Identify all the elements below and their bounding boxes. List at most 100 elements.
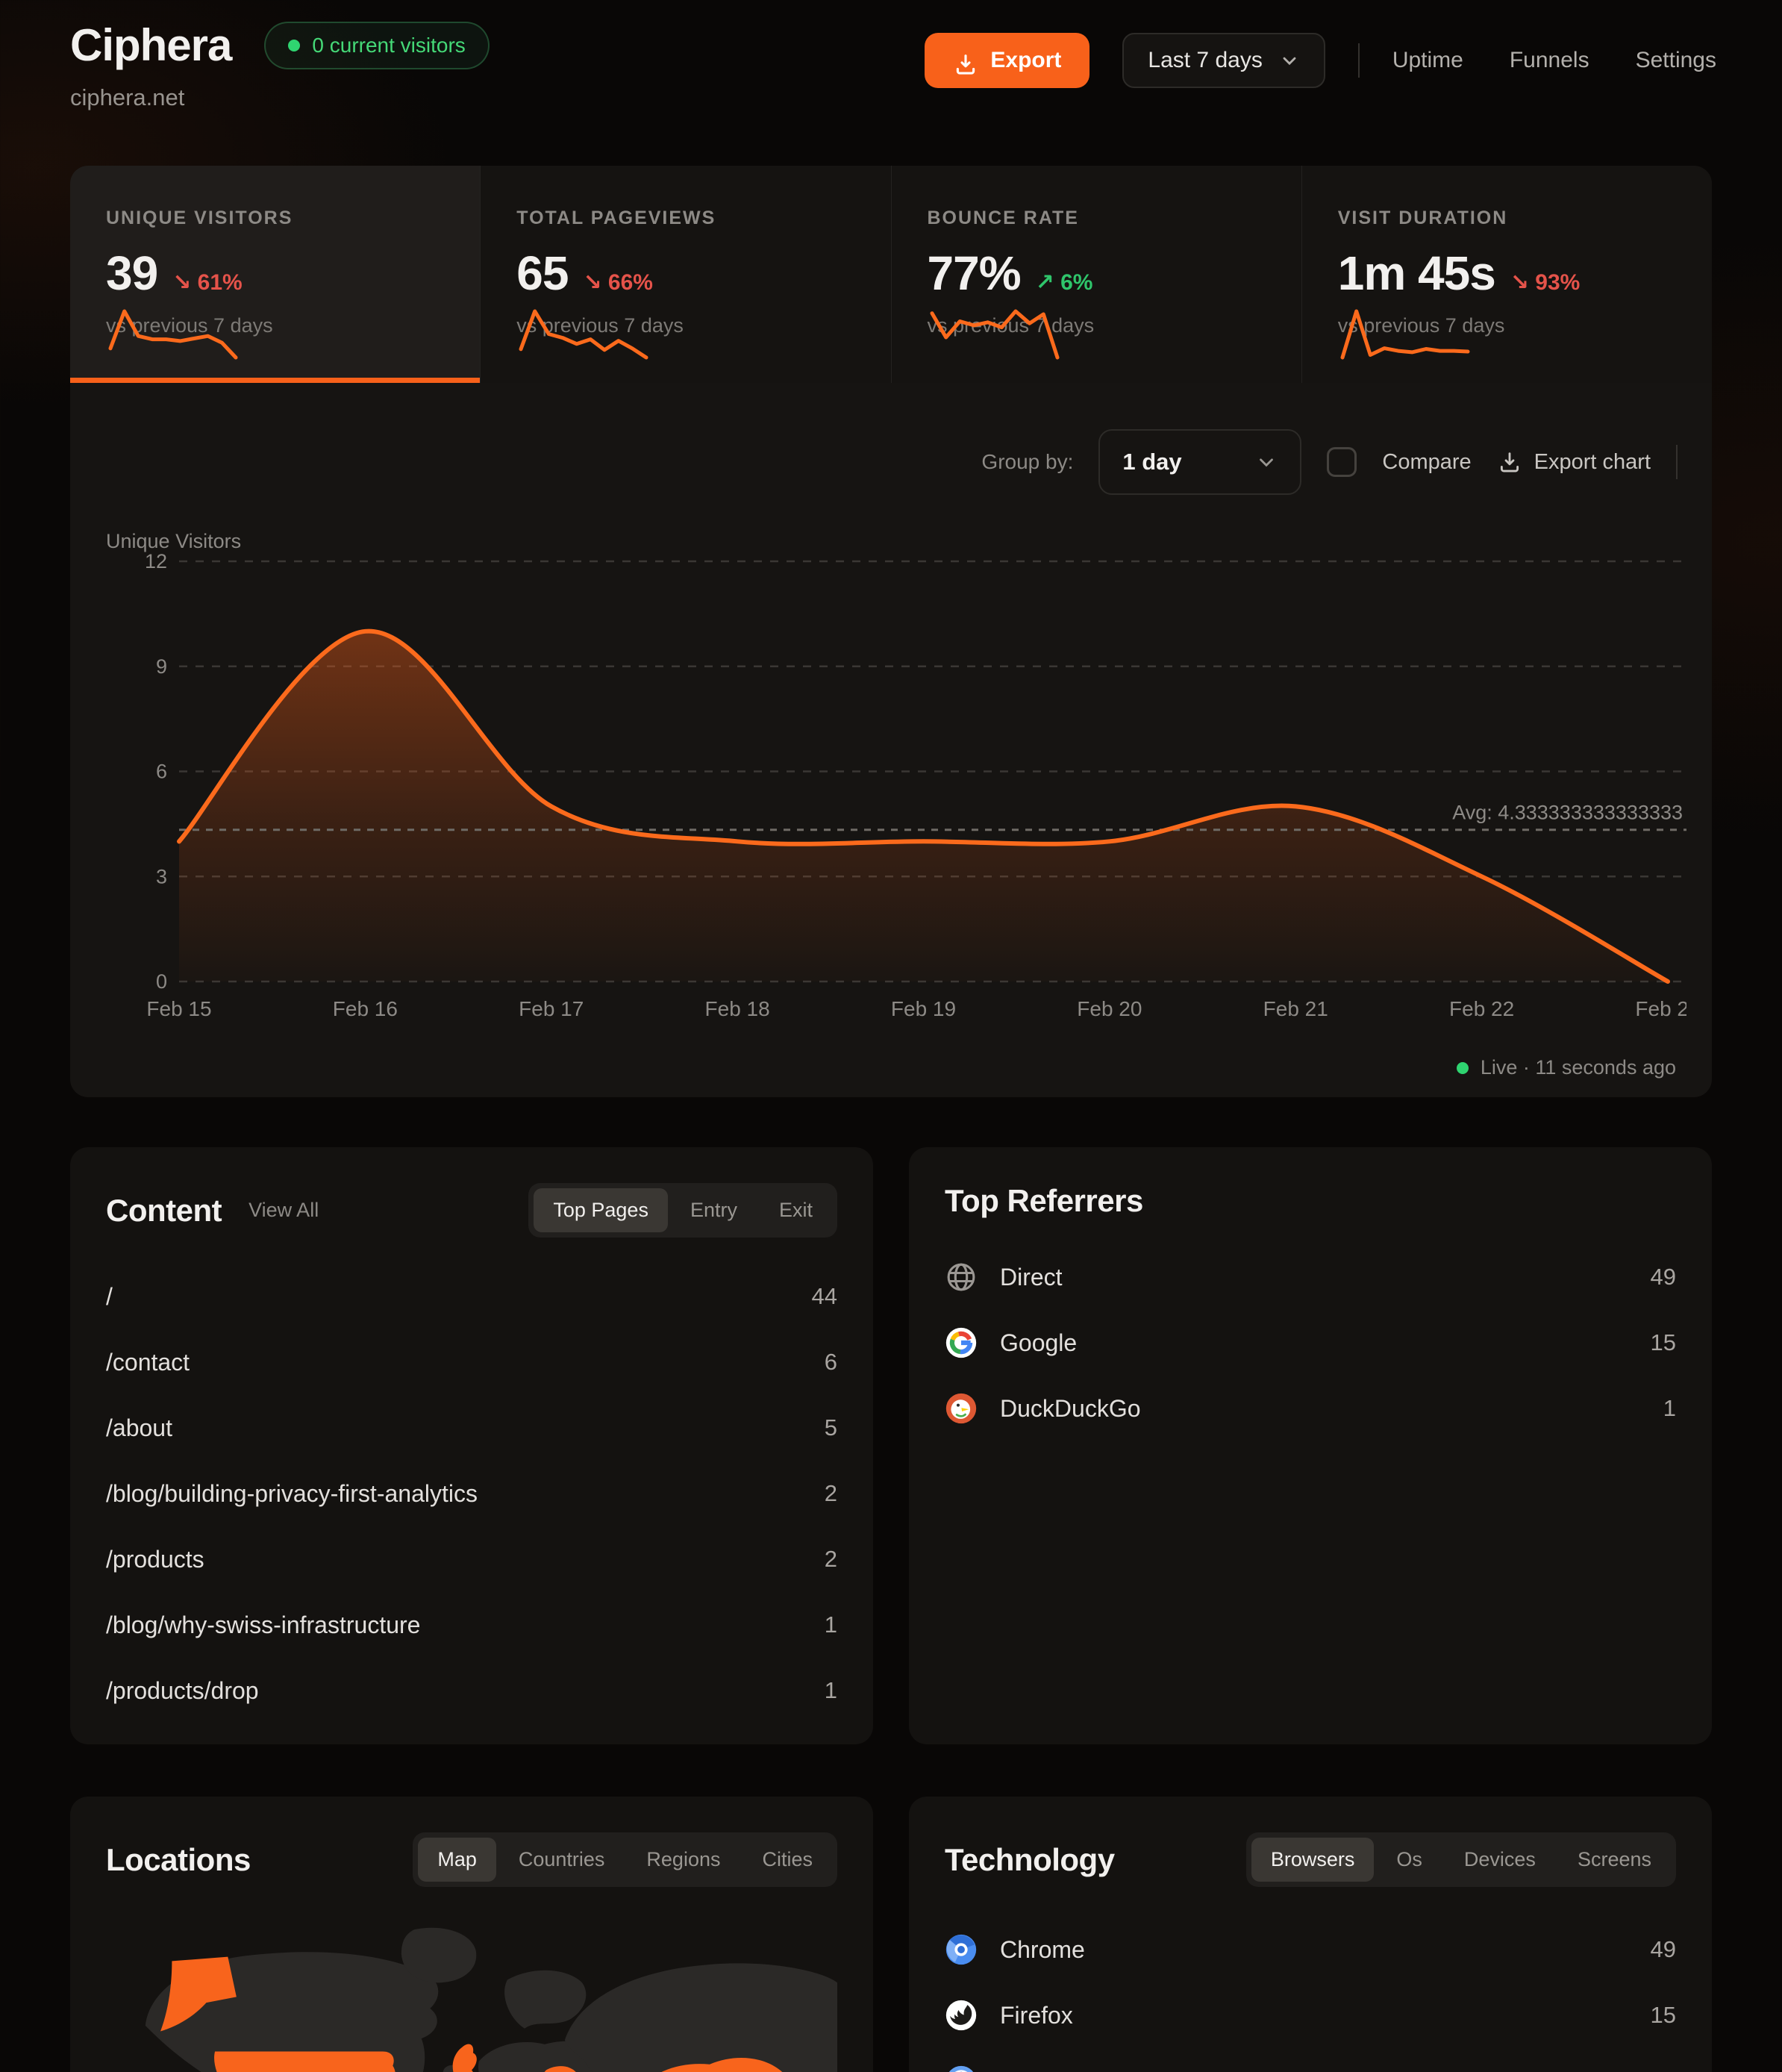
- date-range-select[interactable]: Last 7 days: [1122, 33, 1325, 88]
- export-chart-label: Export chart: [1534, 449, 1651, 474]
- export-button-label: Export: [990, 48, 1062, 72]
- google-icon: [945, 1326, 978, 1359]
- svg-text:Avg: 4.333333333333333: Avg: 4.333333333333333: [1452, 802, 1683, 824]
- row-value: 44: [811, 1283, 837, 1309]
- live-dot-icon: [1456, 1061, 1469, 1074]
- chart-zone: Group by: 1 day Compare Export chart Uni…: [70, 383, 1712, 1097]
- stat-tile-total-pageviews[interactable]: TOTAL PAGEVIEWS 65 ↘ 66% vs previous 7 d…: [481, 166, 892, 383]
- svg-text:9: 9: [156, 655, 167, 678]
- browser-row[interactable]: Chrome 49: [945, 1917, 1676, 1982]
- locations-tabs: Map Countries Regions Cities: [413, 1832, 837, 1887]
- row-label: /products: [106, 1545, 204, 1573]
- row-value: 2: [824, 1480, 837, 1506]
- row-label: Chrome: [1000, 1935, 1085, 1963]
- browser-row[interactable]: Firefox 15: [945, 1982, 1676, 2048]
- export-button[interactable]: Export: [925, 33, 1090, 88]
- technology-tab-screens[interactable]: Screens: [1577, 1848, 1651, 1870]
- stat-tile-bounce-rate[interactable]: BOUNCE RATE 77% ↗ 6% vs previous 7 days: [891, 166, 1302, 383]
- content-row[interactable]: /blog/building-privacy-first-analytics 2: [106, 1461, 837, 1526]
- row-label: DuckDuckGo: [1000, 1394, 1141, 1422]
- referrer-row[interactable]: Google 15: [945, 1310, 1676, 1376]
- stat-label: UNIQUE VISITORS: [106, 207, 293, 228]
- chevron-down-icon: [1279, 50, 1300, 71]
- svg-text:Feb 23: Feb 23: [1635, 997, 1686, 1020]
- live-dot-icon: [288, 39, 301, 52]
- svg-text:Feb 20: Feb 20: [1077, 997, 1142, 1020]
- content-row[interactable]: /products/drop 1: [106, 1658, 837, 1723]
- map-alaska-highlight: [160, 1956, 237, 2032]
- date-range-value: Last 7 days: [1148, 48, 1263, 72]
- content-tabs: Top Pages Entry Exit: [528, 1183, 837, 1238]
- locations-tab-regions[interactable]: Regions: [646, 1848, 721, 1870]
- locations-tab-map[interactable]: Map: [418, 1838, 496, 1882]
- current-visitors-badge[interactable]: 0 current visitors: [264, 21, 490, 69]
- content-rows: / 44/contact 6/about 5/blog/building-privac…: [106, 1264, 837, 1723]
- svg-text:6: 6: [156, 761, 167, 783]
- technology-tab-browsers[interactable]: Browsers: [1251, 1838, 1375, 1882]
- content-row[interactable]: /contact 6: [106, 1329, 837, 1395]
- technology-tabs: Browsers Os Devices Screens: [1245, 1832, 1676, 1887]
- svg-text:Feb 22: Feb 22: [1449, 997, 1514, 1020]
- group-by-select[interactable]: 1 day: [1098, 429, 1302, 495]
- row-value: 6: [824, 1349, 837, 1375]
- referrer-row[interactable]: Direct 49: [945, 1244, 1676, 1310]
- sparkline: [1340, 309, 1470, 360]
- technology-tab-devices[interactable]: Devices: [1463, 1848, 1536, 1870]
- content-row[interactable]: /blog/why-swiss-infrastructure 1: [106, 1592, 837, 1658]
- referrer-rows: Direct 49 Google 15 DuckDuckGo 1: [945, 1244, 1676, 1441]
- chrome-icon: [945, 1933, 978, 1966]
- content-tab-exit[interactable]: Exit: [778, 1199, 813, 1221]
- row-value: 49: [1650, 1936, 1676, 1962]
- svg-text:Feb 18: Feb 18: [705, 997, 770, 1020]
- stat-tile-unique-visitors[interactable]: UNIQUE VISITORS 39 ↘ 61% vs previous 7 d…: [70, 166, 481, 383]
- y-axis-title: Unique Visitors: [106, 530, 242, 552]
- nav-item-uptime[interactable]: Uptime: [1392, 48, 1463, 72]
- row-value: 2: [824, 1546, 837, 1572]
- referrers-card: Top Referrers Direct 49 Google 15 DuckDuckGo…: [909, 1147, 1712, 1744]
- unique-visitors-chart[interactable]: 12 9 6 3 0 Avg: 4.333333333333333 Feb 15 Feb 16…: [104, 553, 1686, 1046]
- svg-text:3: 3: [156, 865, 167, 887]
- locations-tab-countries[interactable]: Countries: [518, 1848, 605, 1870]
- content-card: Content View All Top Pages Entry Exit /44/…: [70, 1147, 873, 1744]
- referrer-row[interactable]: DuckDuckGo 1: [945, 1376, 1676, 1441]
- row-label: /products/drop: [106, 1676, 259, 1704]
- content-row[interactable]: /products 2: [106, 1526, 837, 1592]
- technology-card: Technology Browsers Os Devices Screens Chro…: [909, 1797, 1712, 2072]
- duckduckgo-icon: [945, 1392, 978, 1425]
- map-greenland: [401, 1927, 477, 1983]
- row-value: 49: [1650, 1264, 1676, 1290]
- content-row[interactable]: / 44: [106, 1264, 837, 1329]
- chevron-down-icon: [1255, 451, 1278, 473]
- stat-tile-visit-duration[interactable]: VISIT DURATION 1m 45s ↘ 93% vs previous …: [1301, 166, 1712, 383]
- technology-rows: Chrome 49 Firefox 15: [945, 1917, 1676, 2072]
- browser-row-partial[interactable]: [945, 2048, 1676, 2072]
- technology-tab-os[interactable]: Os: [1396, 1848, 1422, 1870]
- content-row[interactable]: /about 5: [106, 1395, 837, 1461]
- world-map[interactable]: [106, 1911, 837, 2072]
- view-all-link[interactable]: View All: [248, 1199, 319, 1221]
- svg-text:Feb 21: Feb 21: [1263, 997, 1328, 1020]
- content-tab-entry[interactable]: Entry: [690, 1199, 737, 1221]
- row-value: 1: [1663, 1395, 1676, 1421]
- row-label: /: [106, 1282, 113, 1310]
- nav-item-settings[interactable]: Settings: [1635, 48, 1716, 72]
- content-tab-top-pages[interactable]: Top Pages: [534, 1188, 668, 1232]
- analytics-card: UNIQUE VISITORS 39 ↘ 61% vs previous 7 d…: [70, 166, 1712, 1097]
- nav-item-funnels[interactable]: Funnels: [1509, 48, 1589, 72]
- export-chart-button[interactable]: Export chart: [1497, 449, 1651, 475]
- row-value: 1: [824, 1677, 837, 1703]
- row-label: Google: [1000, 1329, 1078, 1356]
- site-domain: ciphera.net: [70, 84, 185, 110]
- group-by-label: Group by:: [981, 450, 1074, 473]
- row-label: Firefox: [1000, 2001, 1073, 2029]
- row-value: 1: [824, 1611, 837, 1638]
- stat-compare: vs previous 7 days: [1337, 314, 1505, 337]
- compare-checkbox[interactable]: [1327, 447, 1357, 477]
- globe-icon: [945, 1261, 978, 1294]
- locations-tab-cities[interactable]: Cities: [762, 1848, 813, 1870]
- stat-value: 65: [516, 246, 569, 300]
- sparkline: [519, 309, 648, 360]
- map-uk-highlight: [452, 2044, 477, 2072]
- svg-text:0: 0: [156, 970, 167, 993]
- compare-label[interactable]: Compare: [1382, 449, 1472, 474]
